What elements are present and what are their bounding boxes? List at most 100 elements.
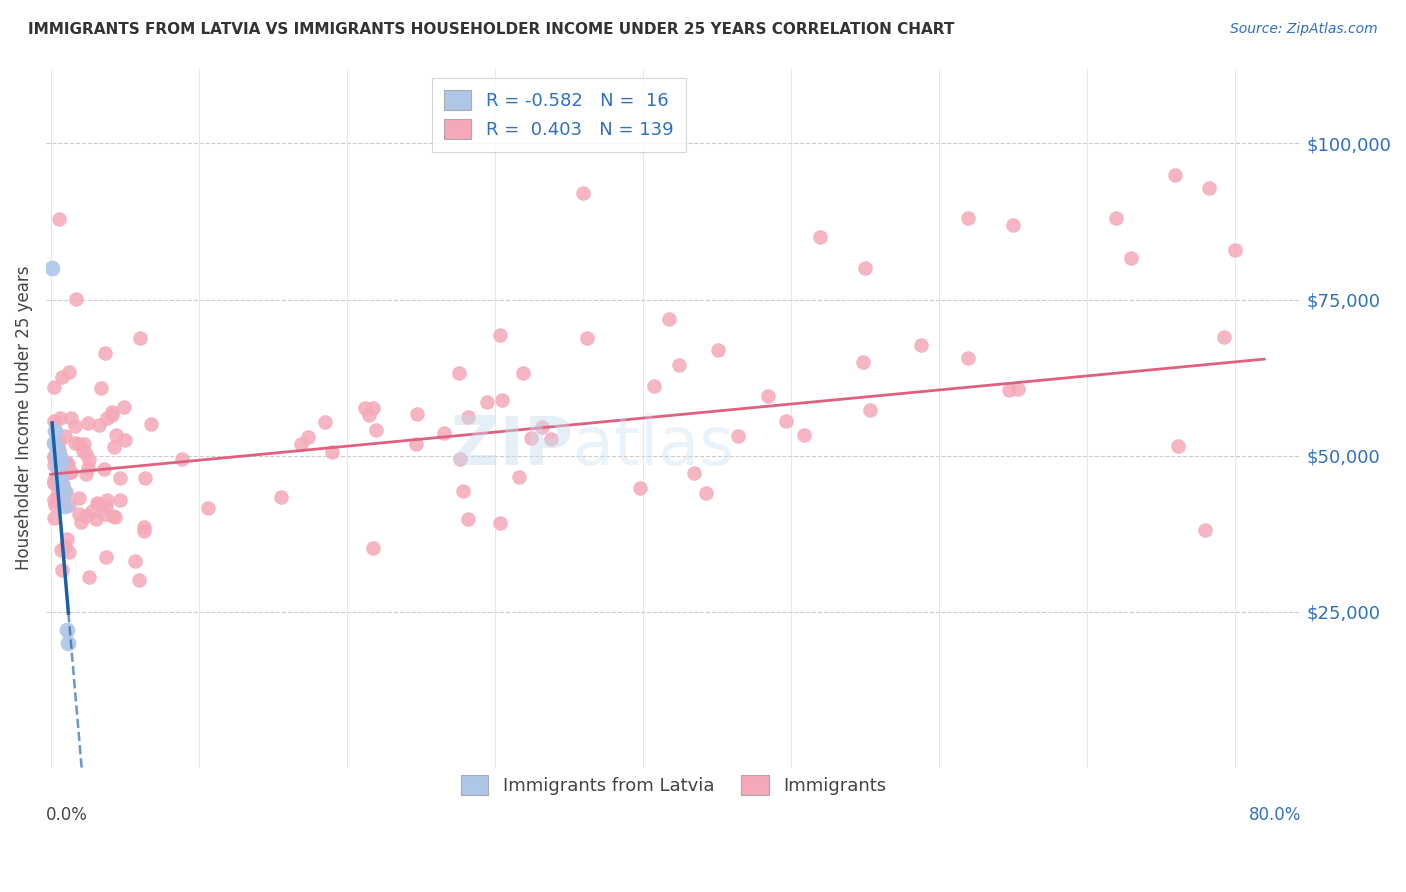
Point (520, 431, 543, 445)
Point (87, 418, 110, 433)
Point (42, 436, 65, 450)
Point (314, 415, 336, 429)
Point (46, 461, 69, 475)
Point (90, 381, 112, 395)
Point (49, 455, 72, 469)
Point (48, 467, 70, 482)
Text: Source: ZipAtlas.com: Source: ZipAtlas.com (1230, 22, 1378, 37)
Point (55, 499, 77, 513)
Point (53, 487, 76, 501)
Point (52, 478, 75, 492)
Point (853, 261, 876, 276)
Point (793, 427, 815, 442)
Point (132, 520, 155, 534)
Point (114, 433, 136, 447)
Point (359, 409, 381, 423)
Point (531, 420, 554, 434)
Point (48, 472, 70, 486)
Point (683, 467, 706, 481)
Point (630, 481, 652, 495)
Point (100, 409, 122, 423)
Point (87, 497, 110, 511)
Point (197, 501, 219, 516)
Point (63, 436, 86, 450)
Text: 0.0%: 0.0% (46, 806, 89, 824)
Point (1198, 181, 1220, 195)
Point (290, 436, 312, 450)
Point (447, 367, 470, 381)
Point (457, 512, 479, 526)
Point (45, 449, 67, 463)
Point (475, 395, 498, 409)
Point (808, 230, 831, 244)
Point (86, 496, 108, 510)
Point (94, 499, 117, 513)
Point (134, 471, 156, 485)
Point (172, 451, 194, 466)
Point (508, 470, 530, 484)
Point (433, 426, 456, 441)
Point (658, 311, 681, 326)
Point (576, 331, 599, 345)
Point (668, 359, 690, 373)
Point (70, 515, 93, 529)
Text: 80.0%: 80.0% (1249, 806, 1302, 824)
Text: atlas: atlas (574, 413, 734, 479)
Point (110, 471, 132, 485)
Point (104, 509, 127, 524)
Point (128, 574, 150, 588)
Text: ZIP: ZIP (451, 413, 574, 479)
Point (727, 428, 749, 442)
Point (46, 488, 69, 502)
Point (75, 447, 97, 461)
Point (910, 338, 932, 352)
Point (84, 511, 107, 525)
Point (124, 553, 146, 567)
Point (96, 411, 118, 425)
Point (1212, 330, 1234, 344)
Point (63, 419, 86, 434)
Point (363, 401, 385, 415)
Point (41, 261, 63, 276)
Point (48, 212, 70, 227)
Point (48, 449, 70, 463)
Point (56, 456, 79, 470)
Point (53, 540, 76, 554)
Point (42, 473, 65, 487)
Y-axis label: Householder Income Under 25 years: Householder Income Under 25 years (15, 266, 32, 570)
Point (67, 436, 90, 450)
Point (75, 467, 97, 481)
Point (775, 414, 797, 428)
Point (49, 411, 72, 425)
Point (55, 485, 77, 500)
Point (1223, 243, 1246, 257)
Point (101, 508, 124, 523)
Point (42, 380, 65, 394)
Point (56, 532, 79, 546)
Point (321, 444, 343, 458)
Point (42, 510, 65, 524)
Point (1194, 524, 1216, 538)
Point (46, 467, 69, 482)
Point (42, 492, 65, 507)
Point (100, 405, 122, 419)
Point (45, 442, 67, 457)
Point (49, 488, 72, 502)
Point (51, 563, 73, 577)
Point (67, 507, 90, 521)
Point (449, 451, 471, 466)
Point (1105, 211, 1128, 226)
Point (72, 444, 94, 458)
Point (512, 366, 534, 380)
Point (297, 429, 319, 443)
Point (270, 490, 292, 504)
Point (51, 462, 73, 476)
Point (406, 407, 429, 421)
Legend: Immigrants from Latvia, Immigrants: Immigrants from Latvia, Immigrants (453, 766, 896, 804)
Point (93, 462, 115, 476)
Point (643, 378, 665, 392)
Point (128, 331, 150, 345)
Point (112, 401, 135, 415)
Point (42, 436, 65, 450)
Point (489, 328, 512, 343)
